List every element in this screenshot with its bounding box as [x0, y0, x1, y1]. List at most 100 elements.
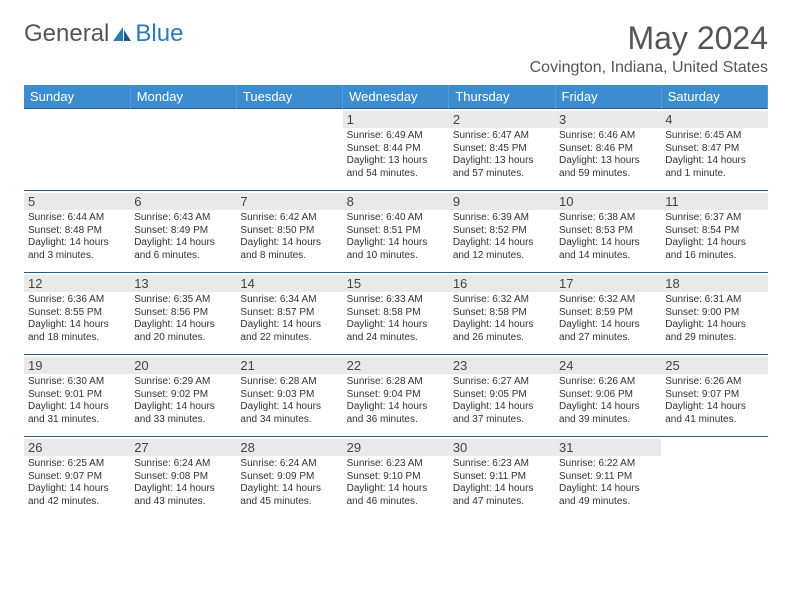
- day-number: 18: [661, 275, 767, 292]
- weekday-header: Saturday: [661, 85, 767, 109]
- day-number: 29: [343, 439, 449, 456]
- day-number: 16: [449, 275, 555, 292]
- day-number: 2: [449, 111, 555, 128]
- day-number: 4: [661, 111, 767, 128]
- location: Covington, Indiana, United States: [530, 59, 768, 77]
- day-info: Sunrise: 6:39 AMSunset: 8:52 PMDaylight:…: [453, 212, 551, 262]
- weekday-header: Wednesday: [343, 85, 449, 109]
- day-number: 8: [343, 193, 449, 210]
- day-info: Sunrise: 6:37 AMSunset: 8:54 PMDaylight:…: [665, 212, 763, 262]
- day-number: 27: [130, 439, 236, 456]
- day-info: Sunrise: 6:29 AMSunset: 9:02 PMDaylight:…: [134, 376, 232, 426]
- day-number: 9: [449, 193, 555, 210]
- day-number: 7: [236, 193, 342, 210]
- calendar-day-cell: 21 Sunrise: 6:28 AMSunset: 9:03 PMDayligh…: [236, 355, 342, 437]
- weekday-header-row: SundayMondayTuesdayWednesdayThursdayFrid…: [24, 85, 768, 109]
- weekday-header: Monday: [130, 85, 236, 109]
- calendar-day-cell: 17 Sunrise: 6:32 AMSunset: 8:59 PMDayligh…: [555, 273, 661, 355]
- day-info: Sunrise: 6:42 AMSunset: 8:50 PMDaylight:…: [240, 212, 338, 262]
- calendar-week-row: 26 Sunrise: 6:25 AMSunset: 9:07 PMDayligh…: [24, 437, 768, 519]
- calendar-day-cell: 26 Sunrise: 6:25 AMSunset: 9:07 PMDayligh…: [24, 437, 130, 519]
- logo-sail-icon: [111, 25, 133, 43]
- calendar-day-cell: 14 Sunrise: 6:34 AMSunset: 8:57 PMDayligh…: [236, 273, 342, 355]
- calendar-week-row: 5Sunrise: 6:44 AMSunset: 8:48 PMDaylight…: [24, 191, 768, 273]
- day-number: 30: [449, 439, 555, 456]
- day-info: Sunrise: 6:28 AMSunset: 9:04 PMDaylight:…: [347, 376, 445, 426]
- day-number: 25: [661, 357, 767, 374]
- calendar-day-cell: 2 Sunrise: 6:47 AMSunset: 8:45 PMDaylight…: [449, 109, 555, 191]
- calendar-day-cell: 25Sunrise: 6:26 AMSunset: 9:07 PMDayligh…: [661, 355, 767, 437]
- day-info: Sunrise: 6:32 AMSunset: 8:58 PMDaylight:…: [453, 294, 551, 344]
- day-number: 21: [236, 357, 342, 374]
- day-info: Sunrise: 6:27 AMSunset: 9:05 PMDaylight:…: [453, 376, 551, 426]
- calendar-day-cell: 31 Sunrise: 6:22 AMSunset: 9:11 PMDayligh…: [555, 437, 661, 519]
- weekday-header: Tuesday: [236, 85, 342, 109]
- day-number: 23: [449, 357, 555, 374]
- day-number: 12: [24, 275, 130, 292]
- calendar-day-cell: 9 Sunrise: 6:39 AMSunset: 8:52 PMDaylight…: [449, 191, 555, 273]
- day-info: Sunrise: 6:49 AMSunset: 8:44 PMDaylight:…: [347, 130, 445, 180]
- day-info: Sunrise: 6:47 AMSunset: 8:45 PMDaylight:…: [453, 130, 551, 180]
- page-title: May 2024: [530, 20, 768, 57]
- calendar-day-cell: 24 Sunrise: 6:26 AMSunset: 9:06 PMDayligh…: [555, 355, 661, 437]
- calendar-day-cell: 29 Sunrise: 6:23 AMSunset: 9:10 PMDayligh…: [343, 437, 449, 519]
- day-number: 17: [555, 275, 661, 292]
- day-info: Sunrise: 6:25 AMSunset: 9:07 PMDaylight:…: [28, 458, 126, 508]
- calendar-day-cell: 19Sunrise: 6:30 AMSunset: 9:01 PMDayligh…: [24, 355, 130, 437]
- calendar-day-cell: 6 Sunrise: 6:43 AMSunset: 8:49 PMDaylight…: [130, 191, 236, 273]
- day-number: 15: [343, 275, 449, 292]
- day-number: 3: [555, 111, 661, 128]
- day-number: 20: [130, 357, 236, 374]
- day-info: Sunrise: 6:32 AMSunset: 8:59 PMDaylight:…: [559, 294, 657, 344]
- logo-text-blue: Blue: [135, 20, 183, 48]
- day-info: Sunrise: 6:45 AMSunset: 8:47 PMDaylight:…: [665, 130, 763, 180]
- calendar-day-cell: 1 Sunrise: 6:49 AMSunset: 8:44 PMDaylight…: [343, 109, 449, 191]
- day-number: 14: [236, 275, 342, 292]
- calendar-day-cell: 20 Sunrise: 6:29 AMSunset: 9:02 PMDayligh…: [130, 355, 236, 437]
- day-info: Sunrise: 6:31 AMSunset: 9:00 PMDaylight:…: [665, 294, 763, 344]
- day-info: Sunrise: 6:23 AMSunset: 9:10 PMDaylight:…: [347, 458, 445, 508]
- calendar-day-cell: 30 Sunrise: 6:23 AMSunset: 9:11 PMDayligh…: [449, 437, 555, 519]
- day-info: Sunrise: 6:46 AMSunset: 8:46 PMDaylight:…: [559, 130, 657, 180]
- calendar-day-cell: 5Sunrise: 6:44 AMSunset: 8:48 PMDaylight…: [24, 191, 130, 273]
- calendar-week-row: 1 Sunrise: 6:49 AMSunset: 8:44 PMDaylight…: [24, 109, 768, 191]
- calendar-table: SundayMondayTuesdayWednesdayThursdayFrid…: [24, 85, 768, 519]
- day-info: Sunrise: 6:36 AMSunset: 8:55 PMDaylight:…: [28, 294, 126, 344]
- calendar-day-cell: 13Sunrise: 6:35 AMSunset: 8:56 PMDayligh…: [130, 273, 236, 355]
- day-number: 11: [661, 193, 767, 210]
- day-info: Sunrise: 6:23 AMSunset: 9:11 PMDaylight:…: [453, 458, 551, 508]
- day-info: Sunrise: 6:30 AMSunset: 9:01 PMDaylight:…: [28, 376, 126, 426]
- day-number: 31: [555, 439, 661, 456]
- calendar-empty-cell: [236, 109, 342, 191]
- title-block: May 2024 Covington, Indiana, United Stat…: [530, 20, 768, 77]
- calendar-body: 1 Sunrise: 6:49 AMSunset: 8:44 PMDaylight…: [24, 109, 768, 519]
- day-number: 6: [130, 193, 236, 210]
- day-info: Sunrise: 6:35 AMSunset: 8:56 PMDaylight:…: [134, 294, 232, 344]
- calendar-day-cell: 22Sunrise: 6:28 AMSunset: 9:04 PMDayligh…: [343, 355, 449, 437]
- day-info: Sunrise: 6:33 AMSunset: 8:58 PMDaylight:…: [347, 294, 445, 344]
- day-number: 1: [343, 111, 449, 128]
- day-info: Sunrise: 6:38 AMSunset: 8:53 PMDaylight:…: [559, 212, 657, 262]
- calendar-day-cell: 7 Sunrise: 6:42 AMSunset: 8:50 PMDaylight…: [236, 191, 342, 273]
- calendar-day-cell: 11 Sunrise: 6:37 AMSunset: 8:54 PMDayligh…: [661, 191, 767, 273]
- day-info: Sunrise: 6:43 AMSunset: 8:49 PMDaylight:…: [134, 212, 232, 262]
- day-number: 24: [555, 357, 661, 374]
- day-info: Sunrise: 6:22 AMSunset: 9:11 PMDaylight:…: [559, 458, 657, 508]
- day-info: Sunrise: 6:24 AMSunset: 9:09 PMDaylight:…: [240, 458, 338, 508]
- day-info: Sunrise: 6:40 AMSunset: 8:51 PMDaylight:…: [347, 212, 445, 262]
- header: General Blue May 2024 Covington, Indiana…: [24, 20, 768, 77]
- day-info: Sunrise: 6:26 AMSunset: 9:06 PMDaylight:…: [559, 376, 657, 426]
- calendar-empty-cell: [130, 109, 236, 191]
- calendar-day-cell: 8 Sunrise: 6:40 AMSunset: 8:51 PMDaylight…: [343, 191, 449, 273]
- weekday-header: Sunday: [24, 85, 130, 109]
- day-info: Sunrise: 6:28 AMSunset: 9:03 PMDaylight:…: [240, 376, 338, 426]
- weekday-header: Thursday: [449, 85, 555, 109]
- calendar-day-cell: 18 Sunrise: 6:31 AMSunset: 9:00 PMDayligh…: [661, 273, 767, 355]
- logo: General Blue: [24, 20, 183, 48]
- calendar-day-cell: 10Sunrise: 6:38 AMSunset: 8:53 PMDayligh…: [555, 191, 661, 273]
- calendar-empty-cell: [24, 109, 130, 191]
- day-info: Sunrise: 6:34 AMSunset: 8:57 PMDaylight:…: [240, 294, 338, 344]
- calendar-day-cell: 27Sunrise: 6:24 AMSunset: 9:08 PMDayligh…: [130, 437, 236, 519]
- day-number: 26: [24, 439, 130, 456]
- calendar-empty-cell: [661, 437, 767, 519]
